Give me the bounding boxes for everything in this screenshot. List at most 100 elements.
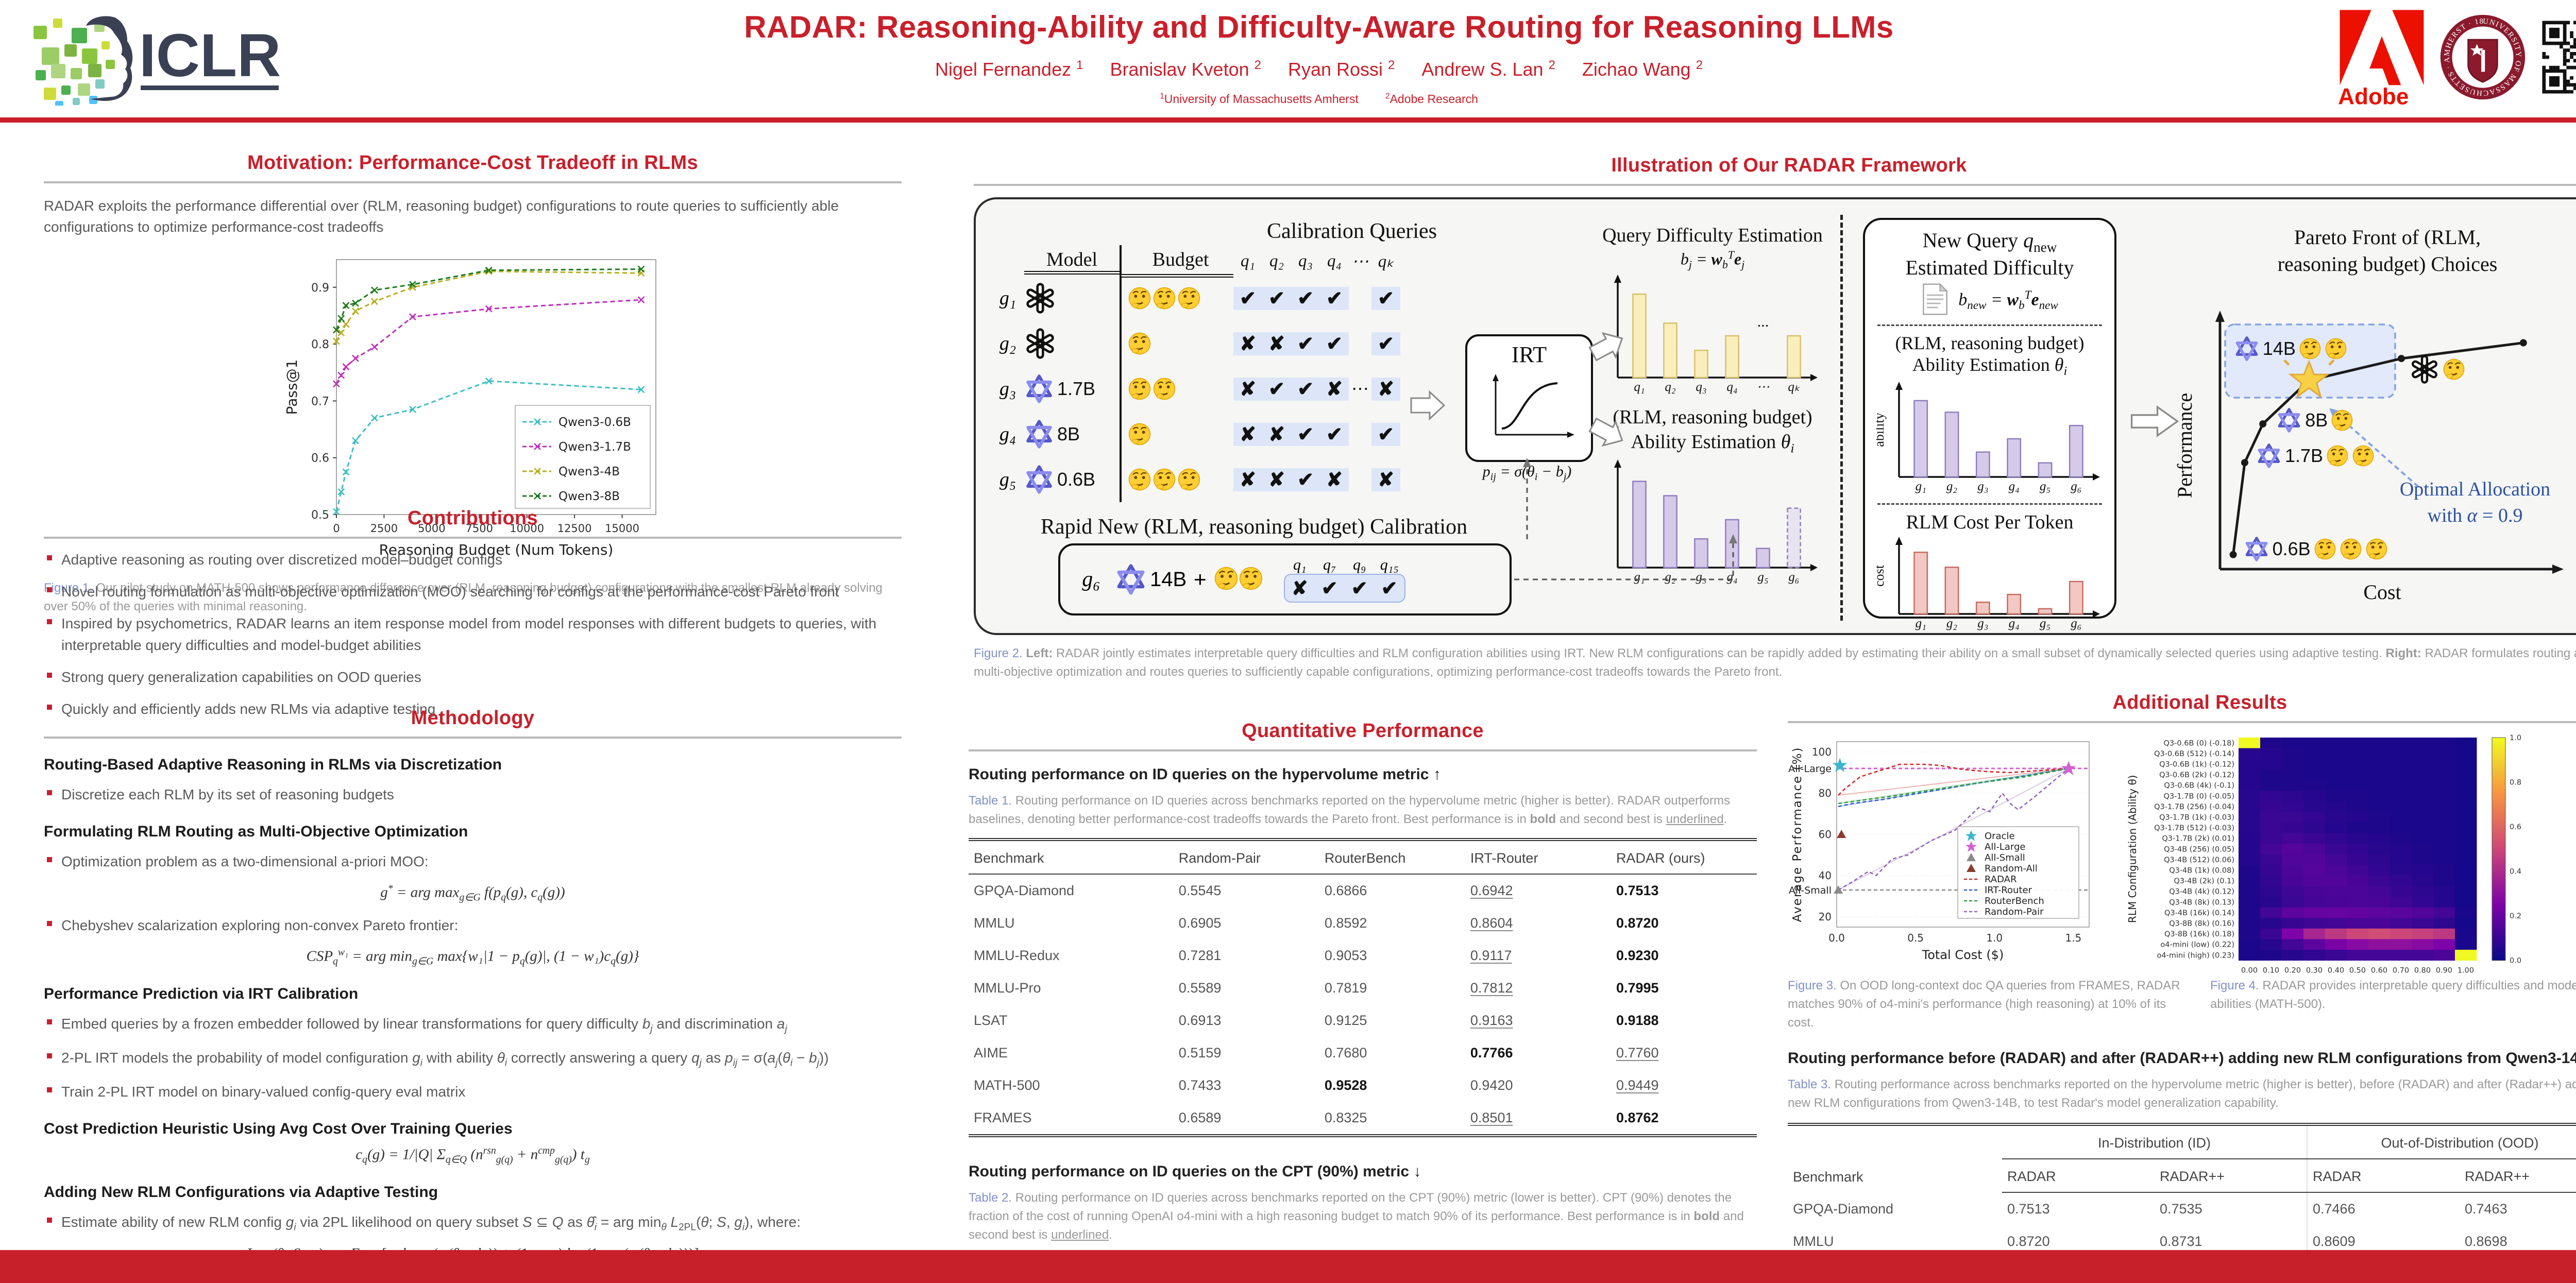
svg-text:q₁: q₁ — [1634, 380, 1645, 394]
svg-text:Q3-4B (1k) (0.08): Q3-4B (1k) (0.08) — [2169, 867, 2234, 875]
table2-caption: Table 2. Routing performance on ID queri… — [969, 1191, 1744, 1242]
table-cell: 0.9053 — [1324, 948, 1367, 963]
svg-text:Total Cost ($): Total Cost ($) — [1922, 948, 2004, 962]
list-item: Discretize each RLM by its set of reason… — [44, 784, 902, 806]
mark: ✘ — [1320, 468, 1349, 491]
table-cell: 0.7535 — [2160, 1201, 2202, 1217]
query-column-headers: q₁ q₂ q₃ q₄ ⋯ qₖ — [1233, 251, 1400, 271]
list-item: Embed queries by a frozen embedder follo… — [44, 1013, 902, 1037]
svg-text:0.6: 0.6 — [2510, 823, 2521, 831]
figure1: 0.5 0.6 0.7 0.8 0.9 0 2500 5000 7500 10000 12500 15… — [44, 247, 902, 579]
bullet-square — [47, 921, 52, 927]
column-header: Benchmark — [1793, 1169, 1863, 1185]
query-difficulty-formula: bj = wbTej — [1680, 249, 1745, 271]
svg-text:g₁: g₁ — [1916, 617, 1926, 630]
svg-text:20: 20 — [1819, 911, 1832, 923]
query-label: q₁₅ — [1380, 556, 1399, 573]
thinking-face-emoji — [1128, 423, 1151, 446]
table-cell: 0.8325 — [1324, 1110, 1367, 1125]
list-item-text: Discretize each RLM by its set of reason… — [61, 786, 394, 802]
svg-text:Q3-4B (256) (0.05): Q3-4B (256) (0.05) — [2164, 845, 2234, 853]
budget-cell — [1120, 457, 1233, 502]
author-name: Andrew S. Lan 2 — [1421, 58, 1555, 80]
bullet-square — [47, 705, 52, 710]
header-logos: Adobe UNIVERSITY OF MASSACHUSETTS · AMHE… — [2338, 7, 2576, 109]
table-row: MMLU-Pro 0.5589 0.7819 0.7812 0.7995 — [969, 972, 1757, 1004]
qr-code-graphic — [2540, 18, 2576, 96]
figure1-caption: Figure 1. Our pilot study on MATH-500 sh… — [44, 581, 883, 614]
table-cell: 0.5159 — [1178, 1045, 1222, 1060]
plus-sign: + — [1194, 567, 1207, 591]
table-cell: GPQA-Diamond — [1793, 1201, 1894, 1217]
svg-text:80: 80 — [1819, 787, 1832, 799]
mark: ✔ — [1321, 577, 1338, 600]
svg-text:100: 100 — [1812, 746, 1832, 758]
svg-text:All-Small: All-Small — [1985, 852, 2025, 863]
column-header: RADAR++ — [2460, 1159, 2576, 1193]
iclr-logo: ICLR — [28, 10, 296, 109]
table-cell: 0.6866 — [1324, 883, 1367, 898]
bullet-square — [47, 790, 52, 795]
svg-text:q₃: q₃ — [1696, 380, 1706, 394]
table-subheader-row: RADAR RADAR++ RADAR RADAR++ — [1788, 1159, 2576, 1193]
config-label: g₁ — [999, 287, 1016, 309]
query-difficulty-block: Query Difficulty Estimation bj = wbTej q… — [1602, 224, 1823, 398]
dashed-divider — [1877, 503, 2102, 505]
table-cell: 0.7281 — [1178, 948, 1222, 963]
motivation-paragraph: RADAR exploits the performance different… — [44, 198, 839, 235]
list-item: Chebyshev scalarization exploring non-co… — [44, 915, 902, 936]
budget-cell — [1120, 276, 1233, 321]
framework-heading: Illustration of Our RADAR Framework — [1611, 155, 1967, 176]
svg-text:Q3-4B (8k) (0.13): Q3-4B (8k) (0.13) — [2169, 898, 2234, 906]
additional-captions: Figure 3. On OOD long-context doc QA que… — [1788, 977, 2576, 1032]
config-label: g₅ — [999, 469, 1016, 490]
table-cell: 0.7463 — [2465, 1201, 2507, 1217]
list-item-text: Embed queries by a frozen embedder follo… — [61, 1015, 787, 1035]
svg-text:0.50: 0.50 — [2349, 967, 2366, 973]
table-cell: 0.9528 — [1324, 1077, 1367, 1093]
table-cell: MATH-500 — [974, 1077, 1040, 1093]
thinking-face-emoji — [1153, 378, 1176, 400]
svg-text:1.0: 1.0 — [1986, 932, 2003, 944]
mark: ✔ — [1371, 422, 1400, 446]
additional-heading: Additional Results — [2112, 692, 2287, 713]
openai-logo-icon — [1026, 283, 1054, 314]
nq-ability-title: (RLM, reasoning budget) Ability Estimatio… — [1895, 333, 2084, 379]
svg-text:g₄: g₄ — [2009, 617, 2020, 630]
table-group-row: Benchmark In-Distribution (ID) Out-of-Dist… — [1788, 1124, 2576, 1185]
svg-text:Adobe: Adobe — [2338, 84, 2409, 106]
contributions-section: Contributions Adaptive reasoning as rout… — [44, 507, 902, 730]
svg-text:Random-All: Random-All — [1985, 863, 2038, 874]
contributions-list: Adaptive reasoning as routing over discr… — [44, 549, 902, 720]
qwen-logo-icon — [2245, 536, 2267, 561]
svg-text:1.5: 1.5 — [2065, 932, 2081, 944]
nq-ability-chart: ability g₁ g₂ g₃ g₄ g₅ g₆ — [1872, 382, 2100, 493]
methodology-formula: cq(g) = 1/|Q| Σq∈Q (nrsng(q) + ncmpg(q))… — [355, 1145, 590, 1166]
svg-text:All-Large: All-Large — [1985, 842, 2025, 852]
svg-text:5000: 5000 — [418, 522, 445, 535]
svg-text:g₅: g₅ — [2040, 480, 2050, 493]
pareto-point-label: 14B — [2234, 336, 2347, 362]
thinking-face-emoji — [1239, 567, 1262, 590]
bullet-square — [47, 1019, 52, 1024]
svg-text:RouterBench: RouterBench — [1985, 896, 2044, 906]
rapid-calibration-title: Rapid New (RLM, reasoning budget) Calibr… — [1040, 515, 1468, 539]
table-cell: 0.6942 — [1470, 883, 1513, 898]
table-cell: MMLU — [974, 915, 1015, 931]
table-cell: 0.8592 — [1324, 915, 1367, 931]
config-label: g₄ — [999, 423, 1016, 445]
mark: ✔ — [1262, 377, 1291, 401]
openai-logo-icon — [2412, 355, 2437, 384]
mark — [1349, 332, 1371, 355]
table-cell: 0.9420 — [1470, 1077, 1513, 1093]
query-label: qₖ — [1378, 252, 1394, 271]
table1-subheading: Routing performance on ID queries on the… — [969, 766, 1441, 783]
thinking-face-emoji — [1153, 468, 1176, 491]
svg-text:15000: 15000 — [605, 522, 639, 535]
table-cell: GPQA-Diamond — [974, 883, 1075, 898]
affiliation-list: 1University of Massachusetts Amherst 2Ado… — [659, 92, 1978, 106]
svg-text:Q3-1.7B (1k) (-0.03): Q3-1.7B (1k) (-0.03) — [2159, 814, 2234, 822]
column-header: RADAR (ours) — [1611, 840, 1757, 875]
table-cell: 0.7433 — [1178, 1077, 1222, 1093]
